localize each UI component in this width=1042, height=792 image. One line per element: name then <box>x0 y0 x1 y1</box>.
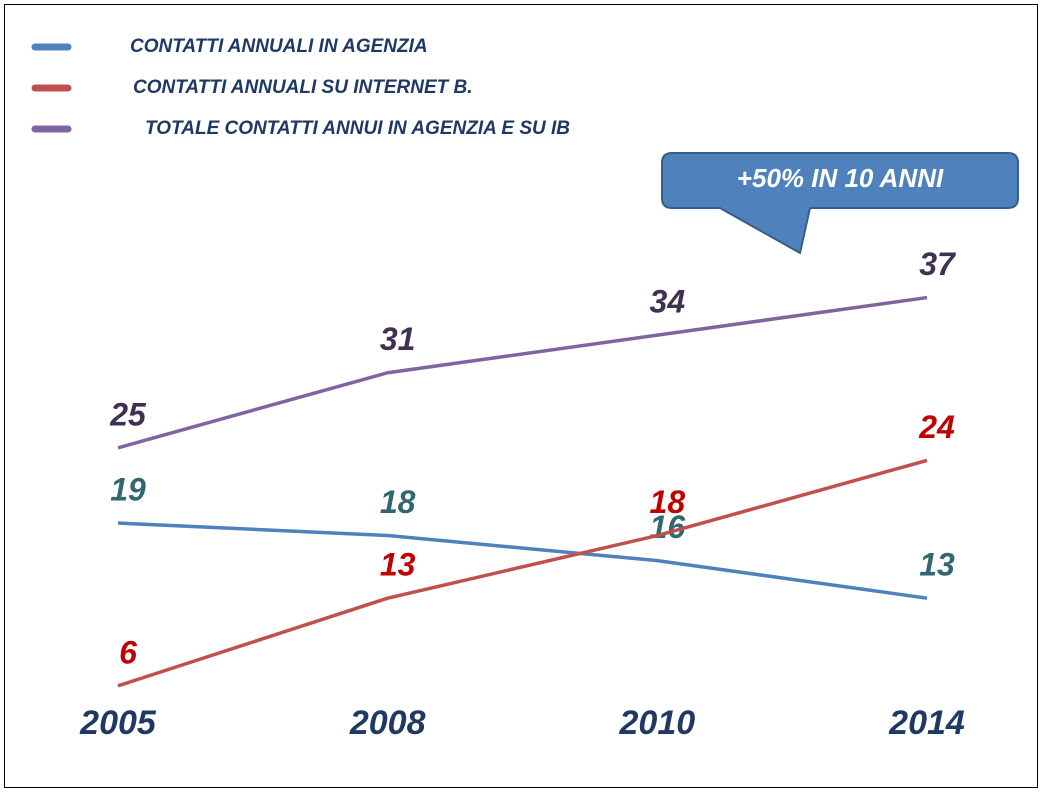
series-line <box>117 458 928 688</box>
data-label: 16 <box>650 509 686 545</box>
legend-label: CONTATTI ANNUALI SU INTERNET B. <box>133 77 473 98</box>
series-line <box>117 521 928 600</box>
frame <box>4 4 1038 788</box>
x-tick-label: 2008 <box>349 704 426 742</box>
data-label: 13 <box>919 547 955 583</box>
series-line <box>117 295 928 450</box>
data-label: 31 <box>380 321 416 357</box>
data-label: 18 <box>380 484 416 520</box>
legend-label: TOTALE CONTATTI ANNUI IN AGENZIA E SU IB <box>145 118 570 139</box>
data-label: 25 <box>109 396 147 432</box>
data-label: 6 <box>119 634 137 670</box>
data-label: 37 <box>919 246 957 282</box>
data-label: 13 <box>380 547 416 583</box>
x-tick-label: 2005 <box>79 704 157 742</box>
legend-label: CONTATTI ANNUALI IN AGENZIA <box>130 36 428 57</box>
data-label: 19 <box>110 471 146 507</box>
annotation: +50% IN 10 ANNI <box>737 163 944 193</box>
x-tick-label: 2014 <box>888 704 965 742</box>
data-label: 24 <box>918 409 955 445</box>
data-label: 34 <box>650 284 686 320</box>
x-tick-label: 2010 <box>619 704 696 742</box>
callout <box>661 152 1019 255</box>
data-label: 18 <box>650 484 686 520</box>
